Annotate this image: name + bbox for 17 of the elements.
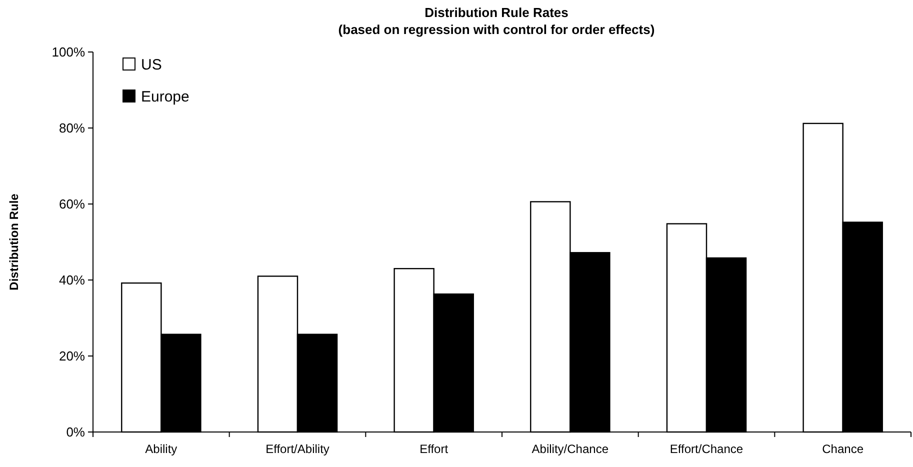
chart-subtitle: (based on regression with control for order effects) xyxy=(338,22,655,37)
x-tick-label: Effort/Chance xyxy=(670,442,744,456)
y-tick-label: 40% xyxy=(58,272,86,288)
y-tick-label: 0% xyxy=(66,424,86,440)
y-tick-label: 80% xyxy=(58,120,86,136)
x-tick-label: Ability/Chance xyxy=(532,442,609,456)
y-tick-label: 20% xyxy=(58,348,86,364)
x-tick-label: Effort/Ability xyxy=(266,442,330,456)
x-tick-label: Effort xyxy=(420,442,449,456)
y-axis-title: Distribution Rule xyxy=(7,193,21,290)
y-tick-label: 60% xyxy=(58,196,86,212)
legend-label: US xyxy=(141,56,162,74)
chart-title: Distribution Rule Rates xyxy=(424,5,568,20)
x-tick-label: Chance xyxy=(822,442,864,456)
y-tick-label: 100% xyxy=(52,44,86,60)
x-tick-label: Ability xyxy=(145,442,178,456)
legend-label: Europe xyxy=(141,88,190,106)
